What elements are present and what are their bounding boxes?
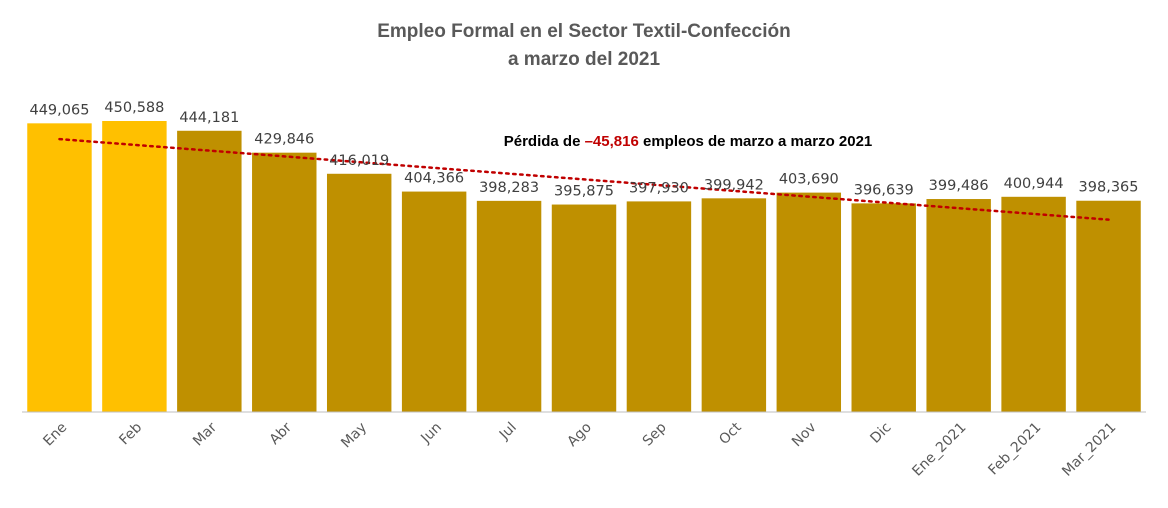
data-label: 396,639 (854, 182, 914, 198)
x-tick-label: Jul (496, 420, 520, 444)
x-tick-label: Mar_2021 (1059, 420, 1119, 480)
bar-dic (851, 203, 916, 412)
x-tick-label: Jun (417, 420, 444, 447)
data-labels: 449,065 450,588 444,181 429,846 416,019 404,3… (29, 100, 1138, 200)
bar-ago (551, 204, 617, 412)
bar-may (326, 173, 392, 412)
data-label: 449,065 (29, 102, 89, 118)
x-tick-label: Nov (789, 420, 820, 451)
bar-series (27, 121, 1141, 413)
data-label: 399,942 (704, 177, 764, 193)
bar-ene (27, 123, 92, 412)
data-label: 399,486 (929, 178, 989, 194)
x-tick-label: May (338, 420, 370, 452)
bar-jul (476, 200, 542, 412)
bar-mar (177, 130, 242, 412)
data-label: 403,690 (779, 172, 839, 188)
x-tick-label: Ene (40, 420, 70, 450)
x-tick-label: Oct (716, 419, 745, 448)
data-label: 398,365 (1079, 180, 1139, 196)
data-label: 444,181 (179, 110, 239, 126)
x-tick-label: Ene_2021 (909, 420, 969, 480)
bar-jun (401, 191, 467, 412)
data-label: 450,588 (104, 100, 164, 116)
annotation-prefix: Pérdida de (504, 133, 585, 150)
x-tick-label: Sep (640, 419, 670, 449)
x-tick-label: Feb_2021 (985, 420, 1044, 479)
data-label: 416,019 (329, 153, 389, 169)
annotation-suffix: empleos de marzo a marzo 2021 (639, 133, 872, 150)
data-label: 429,846 (254, 132, 314, 148)
data-label: 395,875 (554, 184, 614, 200)
annotation-loss-value: –45,816 (585, 133, 639, 150)
bar-ene-2021 (926, 199, 991, 412)
bar-abr (252, 152, 317, 413)
data-label: 397,930 (629, 180, 689, 196)
chart-title-line2: a marzo del 2021 (508, 49, 661, 70)
chart-title-line1: Empleo Formal en el Sector Textil-Confec… (377, 21, 791, 42)
x-tick-label: Ago (564, 420, 594, 450)
bar-feb-2021 (1001, 196, 1066, 412)
bar-nov (776, 192, 842, 412)
x-tick-label: Mar (190, 419, 220, 449)
bar-feb (102, 121, 167, 412)
x-tick-labels: Ene Feb Mar Abr May Jun Jul Ago Sep Oct Nov Dic Ene_… (40, 419, 1119, 479)
bar-mar-2021 (1076, 200, 1141, 412)
bar-oct (701, 198, 767, 412)
data-label: 404,366 (404, 171, 464, 187)
data-label: 400,944 (1004, 176, 1064, 192)
x-tick-label: Abr (267, 419, 296, 448)
x-tick-label: Dic (867, 420, 894, 447)
bar-sep (626, 201, 692, 412)
data-label: 398,283 (479, 180, 539, 196)
x-tick-label: Feb (116, 419, 145, 448)
loss-annotation: Pérdida de –45,816 empleos de marzo a ma… (504, 133, 873, 150)
trendline (58, 137, 1110, 221)
